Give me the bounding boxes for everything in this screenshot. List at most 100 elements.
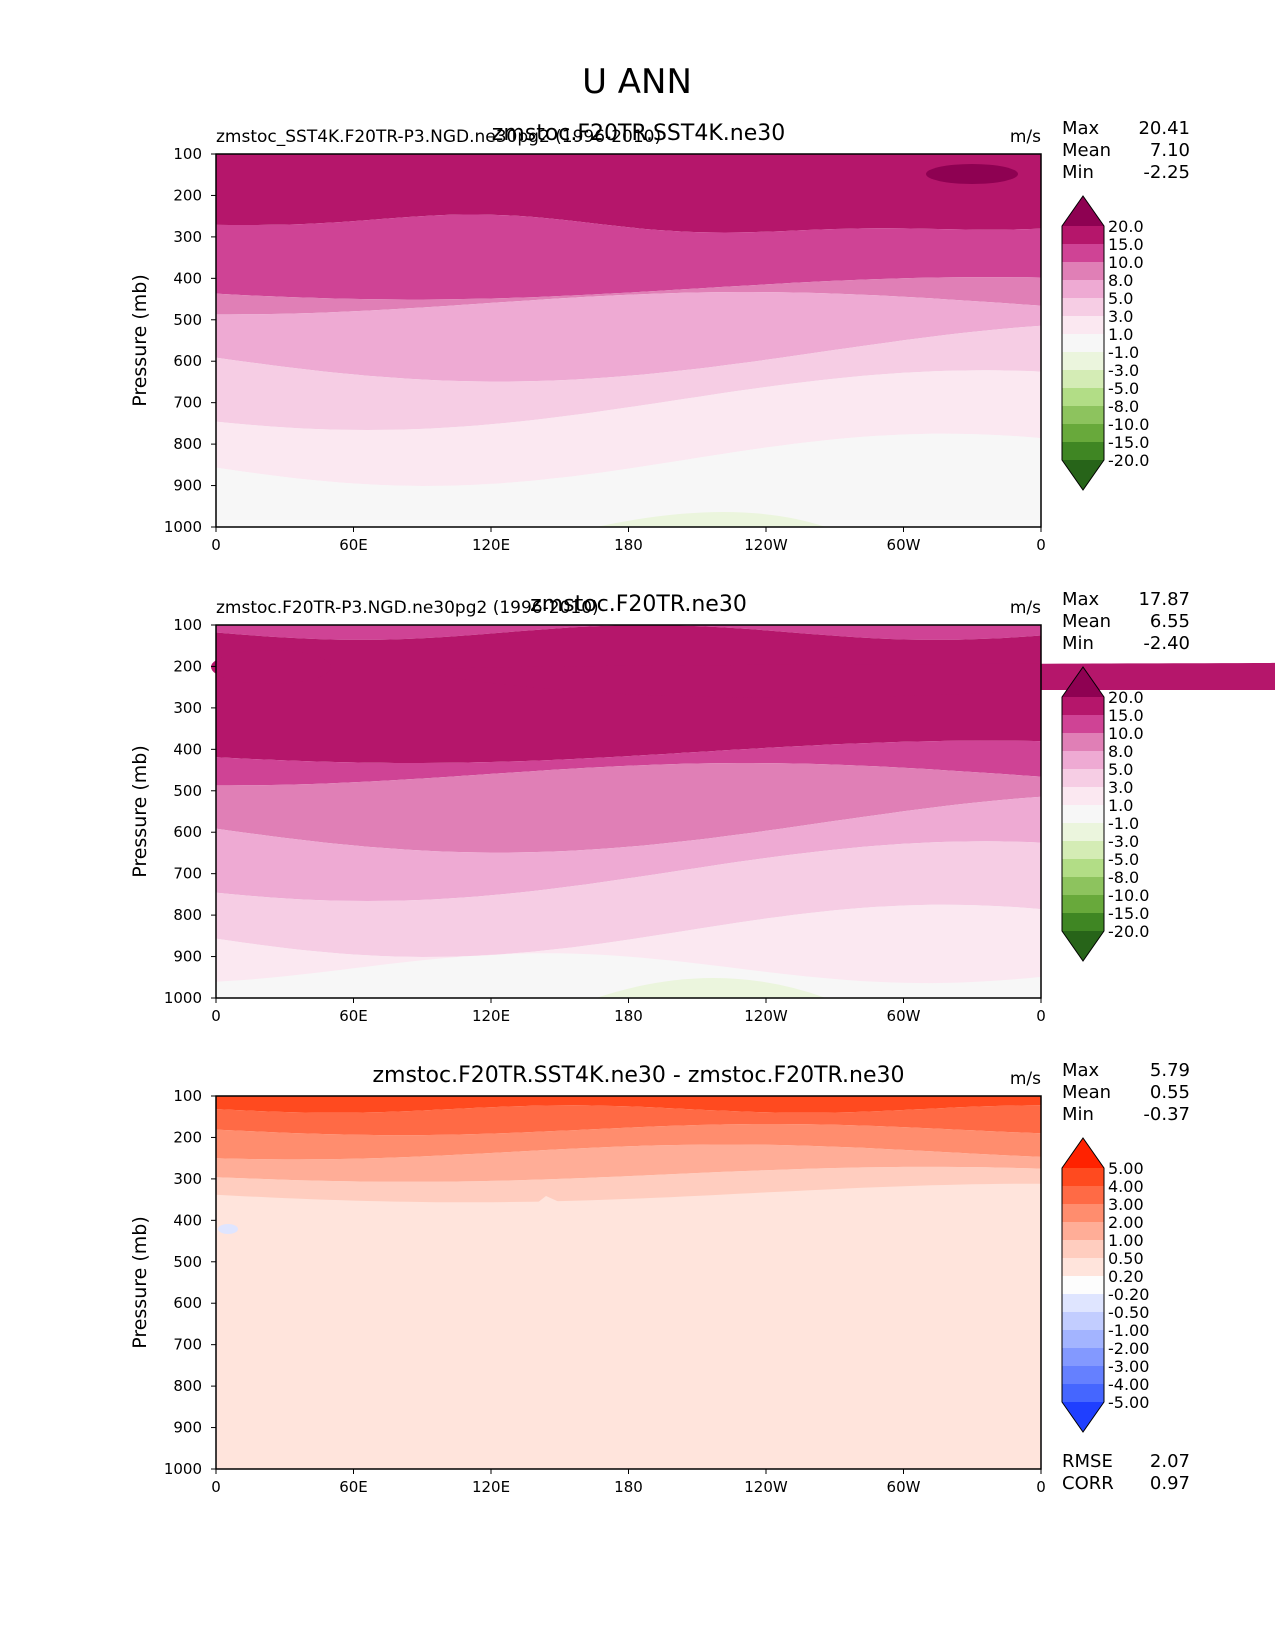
- contour-band: [216, 841, 1041, 957]
- colorbar-segment: [1062, 442, 1104, 461]
- y-tick-label: 800: [173, 435, 202, 453]
- y-tick-label: 900: [173, 948, 202, 966]
- y-axis-label: Pressure (mb): [129, 1216, 151, 1349]
- x-tick-label: 180: [614, 536, 643, 554]
- colorbar-segment: [1062, 334, 1104, 353]
- colorbar: 5.004.003.002.001.000.500.20-0.20-0.50-1…: [1061, 1137, 1149, 1433]
- colorbar-segment: [1062, 913, 1104, 932]
- colorbar-segment: [1062, 244, 1104, 263]
- colorbar-label: 5.0: [1108, 289, 1133, 308]
- colorbar-segment: [1062, 262, 1104, 281]
- contour-band: [216, 1096, 1041, 1113]
- colorbar-label: -1.00: [1108, 1321, 1149, 1340]
- colorbar-segment: [1062, 1204, 1104, 1223]
- contour-band: [216, 1166, 1041, 1203]
- colorbar-label: -20.0: [1108, 451, 1149, 470]
- colorbar-label: -0.50: [1108, 1303, 1149, 1322]
- colorbar-segment: [1062, 823, 1104, 842]
- stat-label: Min: [1062, 162, 1094, 183]
- colorbar-label: 20.0: [1108, 688, 1144, 707]
- contour-band: [216, 740, 1041, 786]
- colorbar-segment: [1062, 1240, 1104, 1259]
- stat-value: 0.55: [1150, 1082, 1190, 1103]
- colorbar-segment: [1062, 859, 1104, 878]
- y-tick-label: 700: [173, 865, 202, 883]
- panel-units: m/s: [1010, 127, 1041, 147]
- colorbar-label: 0.50: [1108, 1249, 1144, 1268]
- colorbar-label: 1.00: [1108, 1231, 1144, 1250]
- colorbar-label: 10.0: [1108, 253, 1144, 272]
- colorbar-label: 15.0: [1108, 235, 1144, 254]
- contour-band: [216, 625, 1041, 640]
- stat-value: 2.07: [1150, 1451, 1190, 1472]
- y-tick-label: 400: [173, 740, 202, 758]
- colorbar-segment: [1062, 280, 1104, 299]
- colorbar-label: -8.0: [1108, 397, 1139, 416]
- colorbar-label: -3.0: [1108, 361, 1139, 380]
- colorbar-label: -2.00: [1108, 1339, 1149, 1358]
- y-tick-label: 600: [173, 823, 202, 841]
- x-tick-label: 120E: [472, 1007, 510, 1025]
- y-tick-label: 200: [173, 1128, 202, 1146]
- colorbar: 20.015.010.08.05.03.01.0-1.0-3.0-5.0-8.0…: [1061, 195, 1149, 491]
- contour-easterly-region: [596, 512, 826, 527]
- y-tick-label: 1000: [164, 1460, 202, 1478]
- panel-left-title: zmstoc.F20TR-P3.NGD.ne30pg2 (1996-2010): [216, 598, 599, 618]
- panel-units: m/s: [1010, 1069, 1041, 1089]
- y-tick-label: 300: [173, 699, 202, 717]
- x-tick-label: 120E: [472, 536, 510, 554]
- colorbar-label: -4.00: [1108, 1375, 1149, 1394]
- colorbar-segment: [1062, 1366, 1104, 1385]
- y-tick-label: 400: [173, 269, 202, 287]
- colorbar-segment: [1062, 1168, 1104, 1187]
- panel-center-title: zmstoc.F20TR.SST4K.ne30 - zmstoc.F20TR.n…: [372, 1063, 904, 1088]
- colorbar-label: 4.00: [1108, 1177, 1144, 1196]
- contour-jet-region: [436, 662, 1275, 698]
- colorbar-segment: [1062, 697, 1104, 716]
- stat-value: -2.25: [1143, 162, 1190, 183]
- colorbar-segment: [1062, 769, 1104, 788]
- y-tick-label: 1000: [164, 989, 202, 1007]
- x-tick-label: 120W: [744, 1007, 788, 1025]
- contour-band: [216, 214, 1041, 300]
- x-tick-label: 60E: [339, 1478, 368, 1496]
- contour-band: [216, 370, 1041, 486]
- colorbar-segment: [1062, 715, 1104, 734]
- x-tick-label: 60E: [339, 1007, 368, 1025]
- colorbar-segment: [1062, 1330, 1104, 1349]
- y-tick-label: 100: [173, 145, 202, 163]
- stat-label: Mean: [1062, 140, 1111, 161]
- colorbar-extension-top: [1062, 1138, 1104, 1168]
- stat-label: CORR: [1062, 1473, 1114, 1494]
- contour-band: [216, 1144, 1041, 1182]
- colorbar-segment: [1062, 877, 1104, 896]
- panel-center-title: zmstoc.F20TR.ne30: [530, 592, 747, 617]
- colorbar-label: 0.20: [1108, 1267, 1144, 1286]
- colorbar-segment: [1062, 1222, 1104, 1241]
- contour-positive-region-west: [286, 1286, 341, 1469]
- contour-band: [216, 763, 1041, 853]
- colorbar-segment: [1062, 1276, 1104, 1295]
- colorbar-label: 8.0: [1108, 271, 1133, 290]
- colorbar-label: -0.20: [1108, 1285, 1149, 1304]
- x-tick-label: 120W: [744, 1478, 788, 1496]
- panel-3: 100 200 300 400 500 600 700 800 900 1000 0 60E 120E 1…: [129, 1060, 1190, 1496]
- contour-easterly-region: [596, 978, 826, 998]
- colorbar-segment: [1062, 298, 1104, 317]
- contour-band: [216, 1124, 1041, 1160]
- stat-value: 0.97: [1150, 1473, 1190, 1494]
- colorbar-label: 3.00: [1108, 1195, 1144, 1214]
- contour-band: [216, 796, 1041, 901]
- colorbar-label: 10.0: [1108, 724, 1144, 743]
- contour-band: [216, 154, 1041, 233]
- panel-units: m/s: [1010, 598, 1041, 618]
- colorbar-segment: [1062, 316, 1104, 335]
- y-tick-label: 900: [173, 1419, 202, 1437]
- colorbar-segment: [1062, 424, 1104, 443]
- contour-positive-region: [455, 1196, 816, 1469]
- colorbar-label: -8.0: [1108, 868, 1139, 887]
- stat-label: Mean: [1062, 611, 1111, 632]
- colorbar-outline: [1061, 195, 1105, 491]
- panel-1: 100 200 300 400 500 600 700 800 900 1000 0 60E 120E 1…: [129, 118, 1190, 554]
- y-tick-label: 700: [173, 1336, 202, 1354]
